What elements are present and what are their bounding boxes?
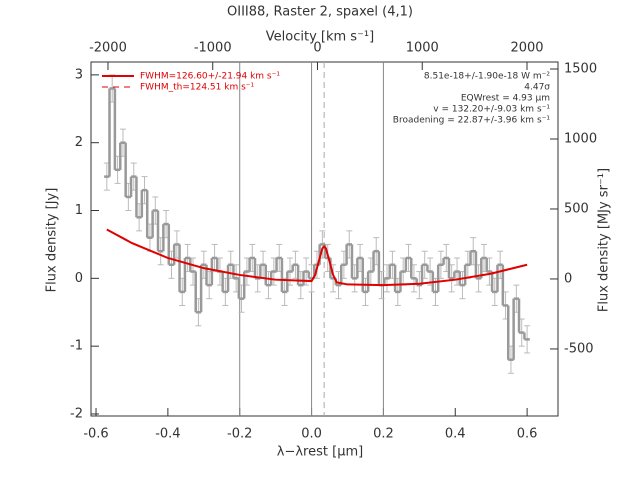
y2-tick-label: 1000 — [564, 131, 597, 146]
x-tick-label: 0.4 — [445, 427, 466, 442]
top-x-axis-label: Velocity [km s⁻¹] — [266, 30, 374, 45]
step-connector — [108, 88, 526, 360]
y-tick-label: -1 — [70, 339, 83, 354]
chart-title: OIII88, Raster 2, spaxel (4,1) — [227, 5, 413, 20]
legend-label: FWHM_th=124.51 km s⁻¹ — [140, 83, 255, 93]
top-x-tick-label: 1000 — [406, 41, 439, 56]
top-x-tick-label: -2000 — [89, 41, 127, 56]
y2-tick-label: 500 — [564, 201, 589, 216]
annotation: 4.47σ — [524, 83, 550, 93]
annotation: v = 132.20+/-9.03 km s⁻¹ — [433, 105, 550, 115]
y-axis-label: Flux density [Jy] — [45, 188, 60, 293]
x-tick-label: -0.2 — [227, 427, 252, 442]
x-tick-label: -0.6 — [83, 427, 108, 442]
y-tick-label: 0 — [75, 271, 83, 286]
legend-label: FWHM=126.60+/-21.94 km s⁻¹ — [140, 72, 280, 82]
x-tick-label: -0.4 — [155, 427, 180, 442]
annotation: Broadening = 22.87+/-3.96 km s⁻¹ — [393, 116, 551, 126]
annotation: EQWrest = 4.93 μm — [461, 94, 550, 104]
y2-tick-label: -500 — [564, 341, 594, 356]
y-tick-label: -2 — [70, 406, 83, 421]
y2-axis-label: Flux density [MJy sr⁻¹] — [597, 168, 612, 312]
x-tick-label: 0.6 — [517, 427, 538, 442]
x-tick-label: 0.2 — [373, 427, 394, 442]
y-tick-label: 2 — [75, 135, 83, 150]
y2-tick-label: 0 — [564, 271, 572, 286]
annotation: 8.51e-18+/-1.90e-18 W m⁻² — [424, 72, 551, 82]
top-x-tick-label: 2000 — [510, 41, 543, 56]
x-tick-label: 0.0 — [301, 427, 322, 442]
y2-tick-label: 1500 — [564, 61, 597, 76]
y-tick-label: 3 — [75, 67, 83, 82]
top-x-tick-label: 0 — [313, 41, 321, 56]
x-axis-label: λ−λrest [μm] — [277, 445, 363, 460]
y-tick-label: 1 — [75, 203, 83, 218]
fit-line — [106, 228, 528, 287]
top-x-tick-label: -1000 — [194, 41, 232, 56]
